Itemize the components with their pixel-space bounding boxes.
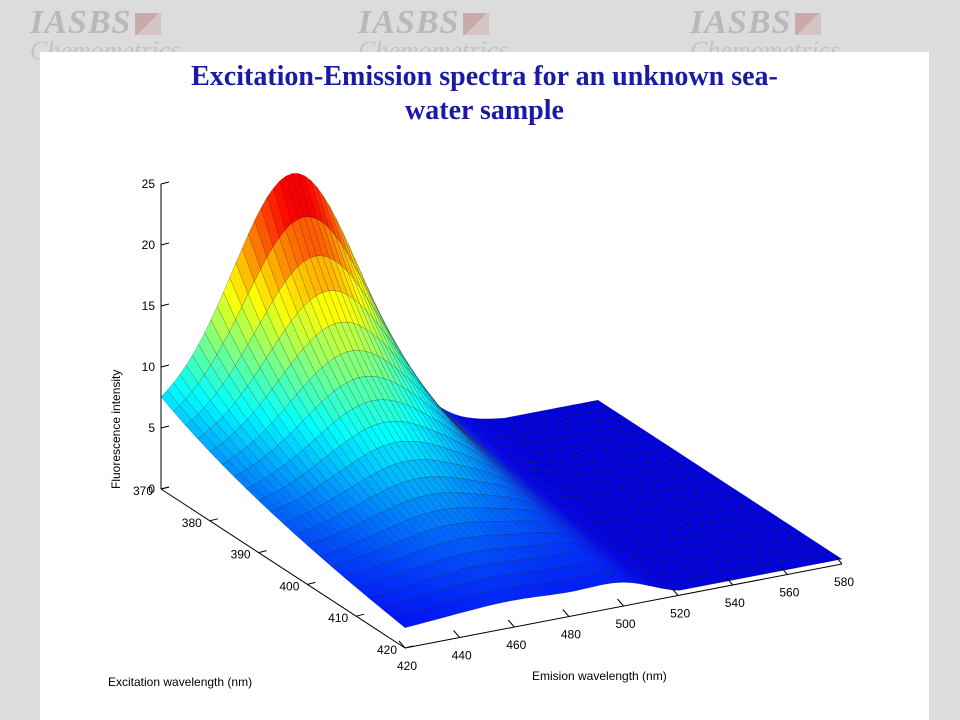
z-tick-label: 10 xyxy=(142,360,156,374)
x-tick-label: 380 xyxy=(182,516,202,530)
x-tick xyxy=(258,550,267,554)
y-tick xyxy=(726,577,734,586)
y-tick-label: 560 xyxy=(779,586,799,600)
y-tick-label: 460 xyxy=(506,638,526,652)
z-tick-label: 5 xyxy=(148,421,155,435)
y-tick xyxy=(780,567,788,575)
y-tick-label: 580 xyxy=(834,575,854,589)
z-tick-label: 25 xyxy=(142,177,156,191)
x-tick xyxy=(356,613,365,617)
z-tick-label: 0 xyxy=(148,482,155,496)
z-tick xyxy=(160,425,170,429)
z-tick-label: 15 xyxy=(142,299,156,313)
y-tick xyxy=(671,588,679,596)
y-tick-label: 500 xyxy=(615,617,635,631)
x-tick xyxy=(160,486,170,490)
x-tick-label: 400 xyxy=(279,579,299,593)
chart-title: Excitation-Emission spectra for an unkno… xyxy=(191,61,778,126)
z-tick xyxy=(160,181,170,185)
y-tick xyxy=(398,640,406,649)
x-tick xyxy=(209,518,218,522)
y-tick-label: 520 xyxy=(670,607,690,621)
y-tick-label: 480 xyxy=(561,628,581,642)
x-axis-line xyxy=(160,488,406,649)
x-tick-label: 410 xyxy=(328,611,348,625)
x-tick-label: 390 xyxy=(231,548,251,562)
z-tick xyxy=(160,364,170,368)
x-tick xyxy=(307,581,316,585)
z-axis-label: Fluorescence intensity xyxy=(109,370,123,489)
surface-patch xyxy=(392,615,412,628)
z-tick xyxy=(160,242,170,246)
y-tick xyxy=(835,556,843,565)
y-axis-label: Emision wavelength (nm) xyxy=(532,669,667,683)
y-tick-label: 440 xyxy=(452,649,472,663)
x-axis-label: Excitation wavelength (nm) xyxy=(108,675,252,689)
z-tick-label: 20 xyxy=(142,238,156,252)
y-tick xyxy=(617,598,624,607)
y-tick xyxy=(507,619,515,628)
y-tick xyxy=(562,609,570,617)
x-tick-label: 420 xyxy=(377,643,397,657)
x-tick-label: 370 xyxy=(133,484,153,498)
y-tick-label: 540 xyxy=(725,596,745,610)
y-tick-label: 420 xyxy=(397,659,417,673)
z-tick xyxy=(160,303,170,307)
surface-mesh xyxy=(160,173,843,628)
y-tick xyxy=(453,630,461,638)
